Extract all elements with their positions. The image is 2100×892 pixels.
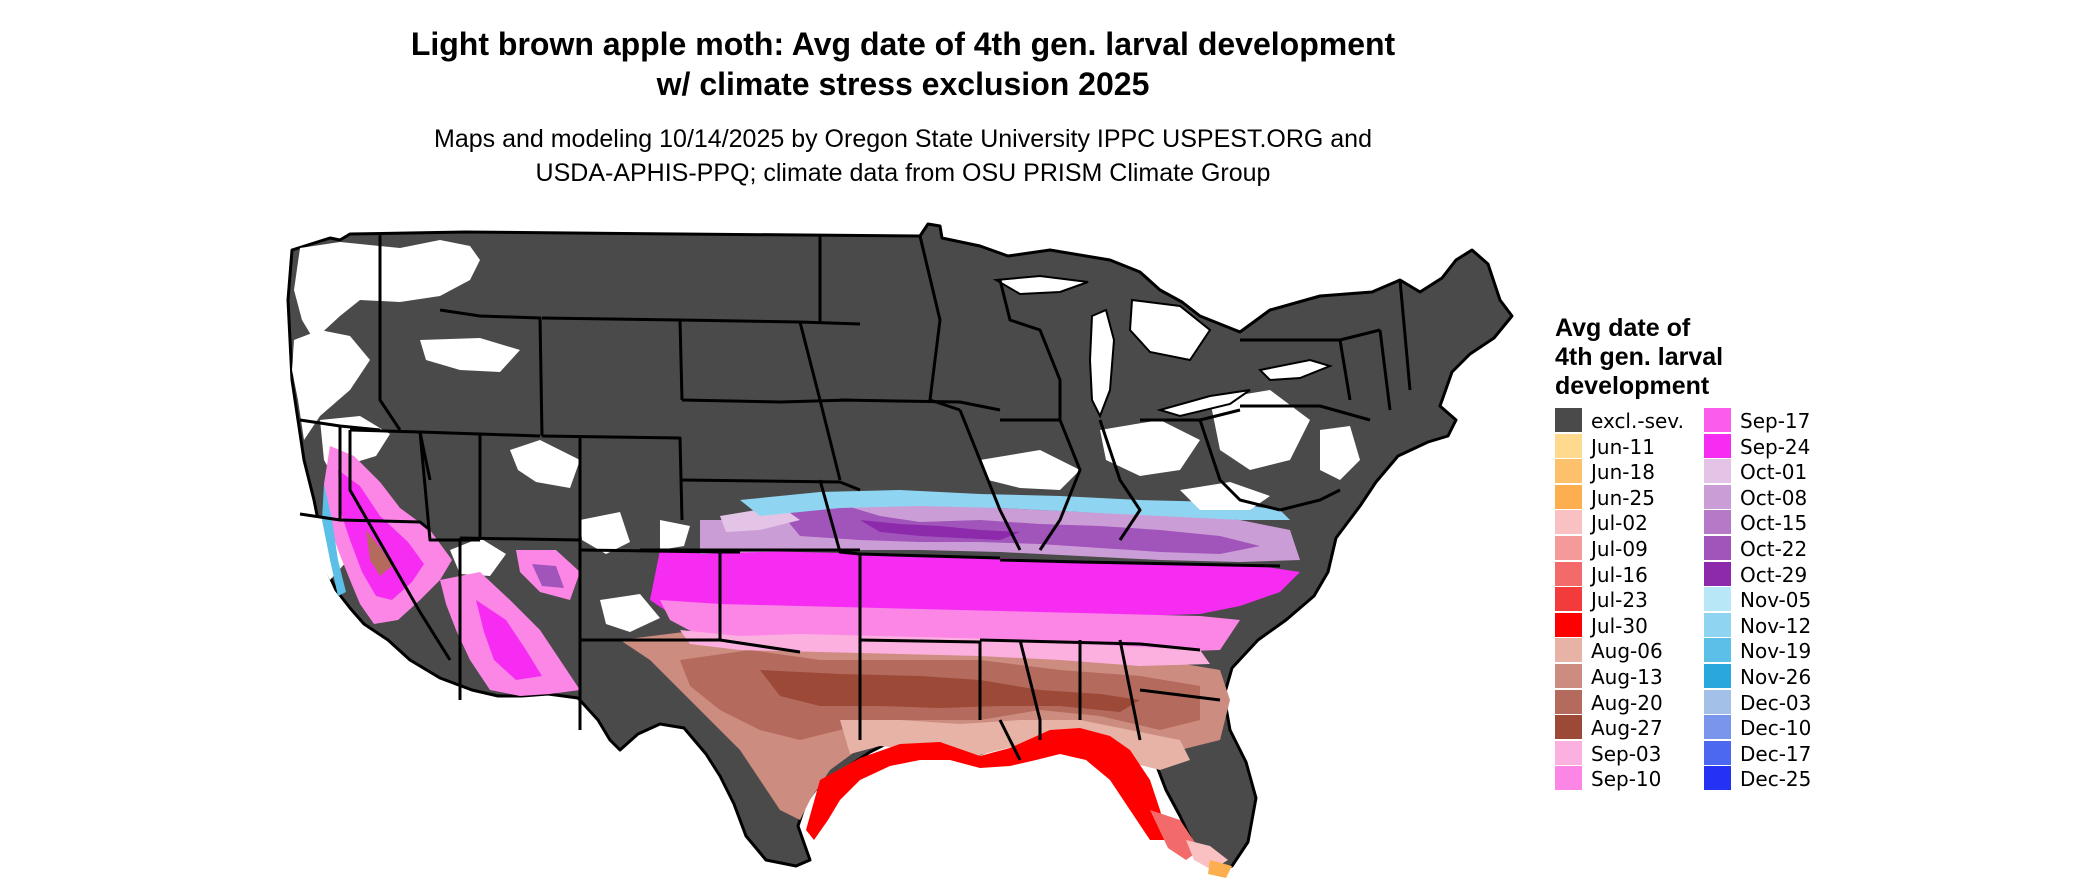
legend-label: Jul-09 [1591, 536, 1648, 561]
legend-label: Jun-25 [1591, 485, 1655, 510]
legend-label: Oct-08 [1740, 485, 1808, 510]
legend-swatch [1704, 535, 1731, 560]
legend-swatch [1704, 612, 1731, 637]
legend-label: Aug-06 [1591, 639, 1663, 664]
us-map [286, 222, 1514, 878]
legend-label: Nov-05 [1740, 588, 1812, 613]
legend-label: Aug-27 [1591, 716, 1663, 741]
legend-swatch [1555, 689, 1582, 714]
legend-swatch [1555, 433, 1582, 458]
legend-label: Jul-23 [1591, 588, 1648, 613]
legend-label: Sep-10 [1591, 767, 1662, 792]
legend-swatch [1555, 408, 1582, 432]
legend-swatch [1704, 689, 1731, 714]
legend-label: excl.-sev. [1591, 409, 1684, 433]
legend-label: Nov-19 [1740, 639, 1812, 664]
legend-label: Nov-12 [1740, 613, 1812, 638]
legend-swatch [1704, 715, 1731, 740]
legend-swatch [1555, 484, 1582, 509]
legend-label: Dec-25 [1740, 767, 1812, 792]
legend-swatch [1555, 535, 1582, 560]
legend-title: Avg date of 4th gen. larval development [1555, 314, 1723, 401]
subtitle-line-1: Maps and modeling 10/14/2025 by Oregon S… [434, 125, 1372, 153]
legend-swatch [1704, 561, 1731, 586]
legend-title-line-2: 4th gen. larval [1555, 343, 1724, 371]
legend-title-line-1: Avg date of [1555, 314, 1691, 342]
state-borders [299, 234, 1412, 761]
legend-swatch [1704, 638, 1731, 663]
legend-label: Oct-15 [1740, 511, 1808, 536]
legend-label: Jun-11 [1591, 434, 1655, 459]
legend-label: Nov-26 [1740, 664, 1812, 689]
legend-label: Dec-17 [1740, 741, 1812, 766]
legend-swatch [1704, 459, 1731, 484]
legend-label: Dec-03 [1740, 690, 1812, 715]
legend-swatch [1555, 561, 1582, 586]
legend-swatch [1555, 459, 1582, 484]
map-title-line-2: w/ climate stress exclusion 2025 [656, 66, 1150, 102]
legend-label: Jul-02 [1591, 511, 1648, 536]
legend-label: Jun-18 [1591, 460, 1655, 485]
legend-label: Dec-10 [1740, 716, 1812, 741]
legend-label: Oct-29 [1740, 562, 1808, 587]
legend-swatch [1704, 740, 1731, 765]
legend-title-line-3: development [1555, 372, 1710, 400]
legend-swatch [1555, 715, 1582, 740]
legend-swatch [1704, 433, 1731, 458]
legend-swatch [1704, 587, 1731, 612]
legend-label: Jul-16 [1591, 562, 1648, 587]
legend-swatch [1704, 766, 1731, 791]
legend-swatch [1555, 510, 1582, 535]
legend-label: Oct-01 [1740, 460, 1808, 485]
legend-label: Sep-24 [1740, 434, 1811, 459]
legend-swatch [1555, 612, 1582, 637]
legend-swatch [1555, 587, 1582, 612]
legend-swatch [1704, 484, 1731, 509]
legend-label: Sep-03 [1591, 741, 1662, 766]
legend-label: Jul-30 [1591, 613, 1648, 638]
subtitle-line-2: USDA-APHIS-PPQ; climate data from OSU PR… [535, 159, 1271, 187]
map-title-line-1: Light brown apple moth: Avg date of 4th … [410, 26, 1396, 62]
legend-swatch [1555, 638, 1582, 663]
legend-swatch [1704, 408, 1731, 432]
legend-swatch [1555, 766, 1582, 791]
legend-swatch [1704, 663, 1731, 688]
legend-label: Aug-13 [1591, 664, 1663, 689]
legend-swatch [1555, 663, 1582, 688]
legend-label: Oct-22 [1740, 536, 1808, 561]
legend-swatch [1704, 510, 1731, 535]
legend-label: Aug-20 [1591, 690, 1663, 715]
legend-label: Sep-17 [1740, 409, 1811, 433]
legend-swatch [1555, 740, 1582, 765]
